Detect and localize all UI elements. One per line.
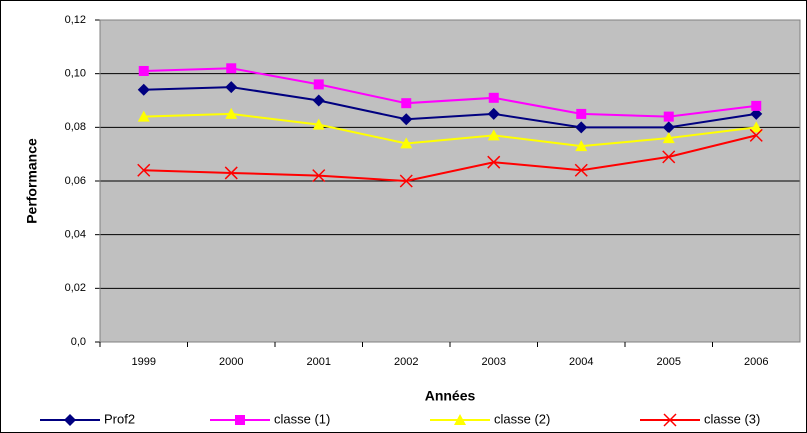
data-point — [575, 121, 588, 134]
data-point — [401, 98, 412, 109]
data-point — [312, 169, 326, 183]
x-tick-label: 1999 — [132, 356, 156, 368]
data-point — [574, 163, 588, 177]
y-tick-label: 0,02 — [65, 282, 86, 294]
data-point — [225, 107, 238, 119]
data-point — [662, 132, 675, 144]
data-point — [399, 174, 413, 188]
legend-marker — [454, 414, 466, 425]
series-line — [143, 134, 757, 183]
data-point — [487, 155, 501, 169]
legend-label: classe (3) — [704, 411, 760, 426]
y-tick-label: 0,10 — [65, 68, 86, 80]
data-point — [662, 150, 676, 164]
x-tick-label: 2005 — [657, 356, 681, 368]
data-point — [137, 163, 151, 177]
data-point — [575, 140, 588, 152]
legend-label: classe (1) — [274, 411, 330, 426]
data-point — [313, 79, 324, 90]
y-axis-title: Performance — [24, 138, 40, 224]
series-line — [143, 86, 757, 129]
data-point — [488, 92, 499, 103]
legend-marker — [64, 414, 76, 426]
data-point — [400, 137, 413, 149]
series-line — [143, 112, 757, 148]
y-tick-label: 0,08 — [65, 121, 86, 133]
data-point — [137, 110, 150, 122]
legend-label: Prof2 — [104, 411, 135, 426]
x-tick-label: 2000 — [219, 356, 243, 368]
data-point — [400, 113, 413, 126]
data-point — [312, 118, 325, 130]
data-point — [487, 107, 500, 120]
data-point — [312, 94, 325, 107]
x-tick-label: 2001 — [307, 356, 331, 368]
series-line — [143, 67, 757, 118]
data-point — [225, 81, 238, 94]
data-point — [224, 166, 238, 180]
y-tick-label: 0,12 — [65, 14, 86, 26]
x-tick-label: 2006 — [744, 356, 768, 368]
data-point — [751, 100, 762, 111]
y-tick-label: 0,06 — [65, 175, 86, 187]
legend-label: classe (2) — [494, 411, 550, 426]
data-point — [487, 129, 500, 141]
data-point — [576, 108, 587, 119]
legend-marker — [235, 415, 245, 425]
data-point — [750, 107, 763, 120]
y-tick-label: 0,04 — [65, 229, 86, 241]
data-point — [749, 128, 763, 142]
y-tick-label: 0,0 — [71, 336, 86, 348]
x-tick-label: 2003 — [482, 356, 506, 368]
x-tick-label: 2002 — [394, 356, 418, 368]
x-axis-title: Années — [425, 388, 476, 404]
data-point — [663, 111, 674, 122]
data-point — [750, 121, 763, 133]
data-point — [226, 63, 237, 74]
x-tick-label: 2004 — [569, 356, 593, 368]
legend-marker — [663, 413, 677, 427]
data-point — [137, 83, 150, 96]
data-point — [662, 121, 675, 134]
data-point — [138, 65, 149, 76]
